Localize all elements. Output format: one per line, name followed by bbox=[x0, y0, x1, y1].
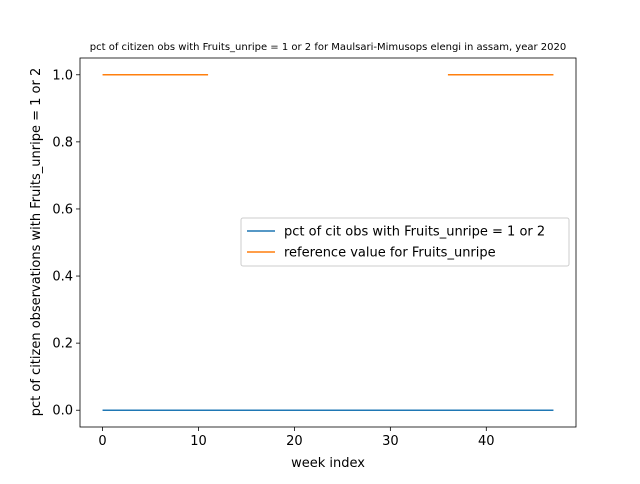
y-tick-label: 0.2 bbox=[52, 337, 73, 352]
x-tick-label: 40 bbox=[478, 434, 495, 449]
legend-entry-1: reference value for Fruits_unripe bbox=[284, 246, 496, 261]
y-tick-label: 0.0 bbox=[52, 404, 73, 419]
y-tick-label: 0.8 bbox=[52, 135, 73, 150]
y-tick-label: 0.4 bbox=[52, 270, 73, 285]
x-tick-label: 30 bbox=[382, 434, 399, 449]
y-tick-label: 1.0 bbox=[52, 68, 73, 83]
x-axis-label: week index bbox=[291, 456, 365, 471]
legend: pct of cit obs with Fruits_unripe = 1 or… bbox=[240, 217, 570, 267]
plot-area: 0 10 20 30 40 0.0 0.2 0.4 0.6 0.8 1.0 bbox=[52, 57, 577, 449]
legend-box bbox=[240, 217, 570, 267]
y-axis-label: pct of citizen observations with Fruits_… bbox=[29, 68, 44, 417]
y-tick-label: 0.6 bbox=[52, 202, 73, 217]
x-tick-label: 0 bbox=[98, 434, 106, 449]
axes-frame bbox=[79, 57, 577, 428]
x-tick-label: 20 bbox=[286, 434, 303, 449]
legend-entry-0: pct of cit obs with Fruits_unripe = 1 or… bbox=[284, 225, 545, 240]
x-tick-label: 10 bbox=[190, 434, 207, 449]
chart-title: pct of citizen obs with Fruits_unripe = … bbox=[90, 42, 567, 53]
